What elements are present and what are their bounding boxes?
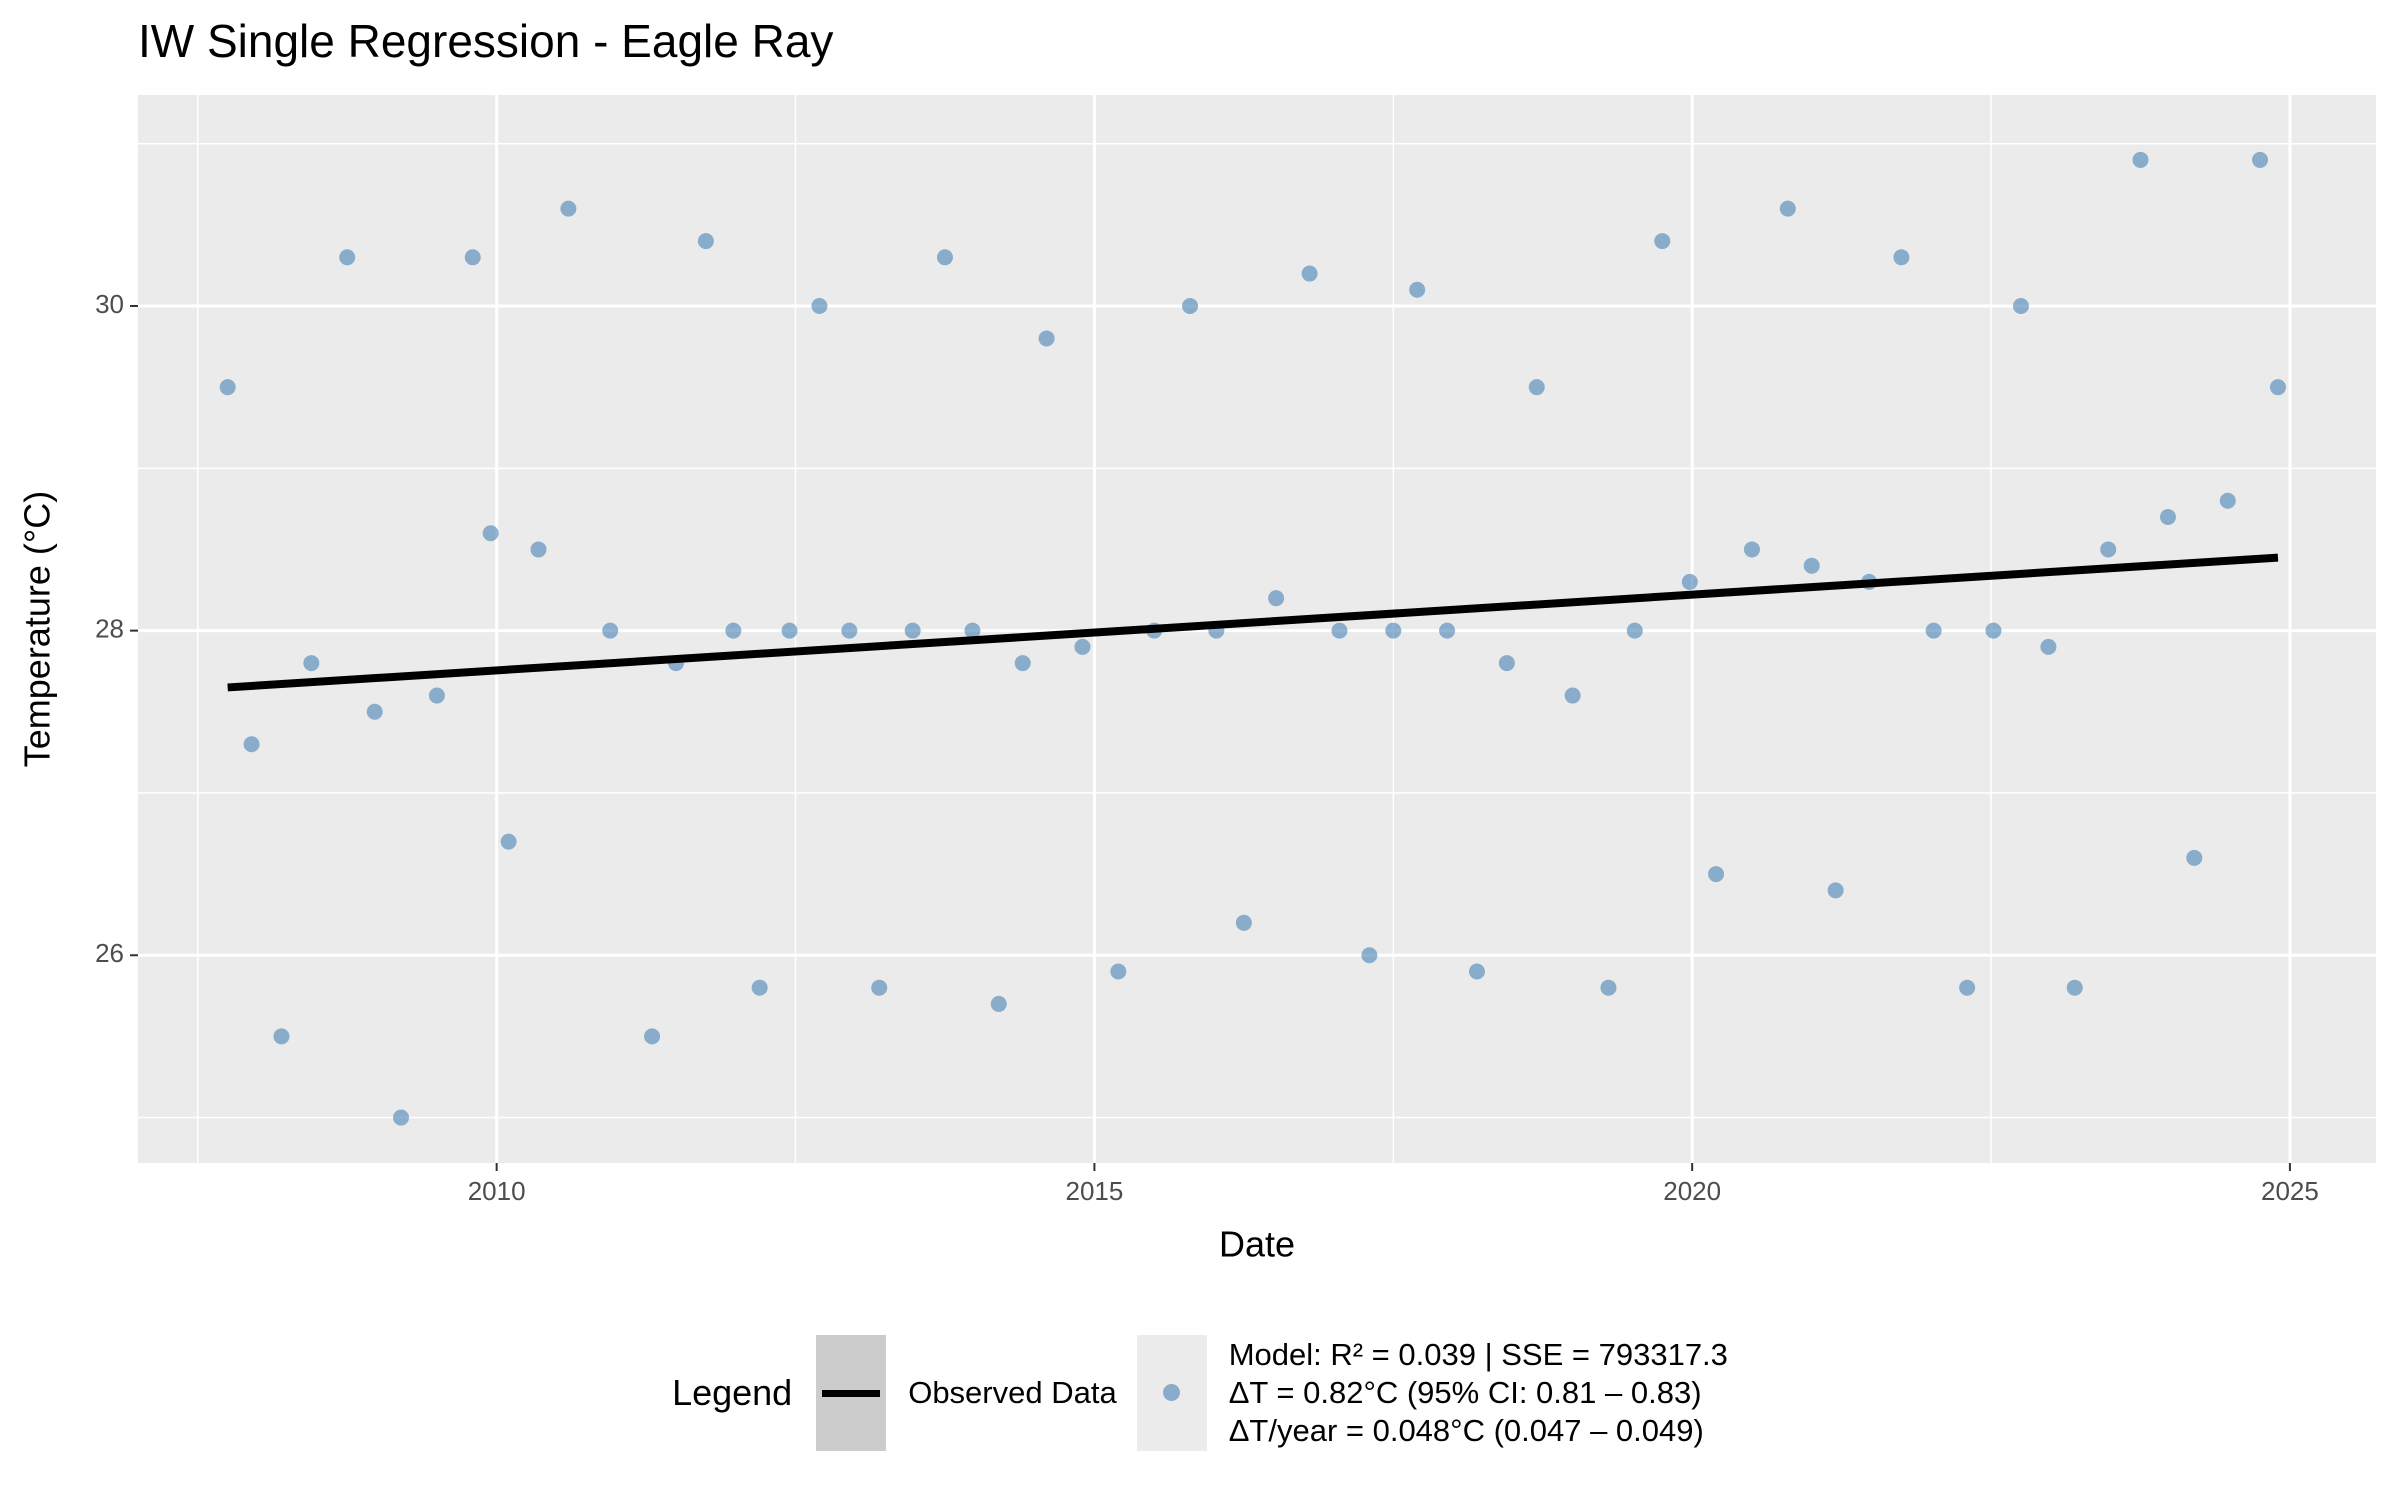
point [1985,622,2002,639]
point [990,995,1007,1012]
point [1708,866,1725,883]
point [1038,330,1055,347]
point [1564,687,1581,704]
point [1301,265,1318,282]
point [1182,298,1199,315]
point [1331,622,1348,639]
point [2066,979,2083,996]
point [964,622,981,639]
point-series [219,151,2286,1126]
point [1235,914,1252,931]
point [2100,541,2117,558]
point [530,541,547,558]
point [1803,557,1820,574]
x-tick-label: 2010 [468,1176,526,1206]
point [1361,947,1378,964]
legend-title: Legend [672,1372,793,1413]
point [500,833,517,850]
point [781,622,798,639]
point [1439,622,1456,639]
point [243,736,260,753]
point [751,979,768,996]
point [871,979,888,996]
point [2269,379,2286,396]
point [697,233,714,250]
point [560,200,577,217]
point [2159,509,2176,526]
point [303,655,320,672]
point [2186,849,2203,866]
point [2132,151,2149,168]
chart-title: IW Single Regression - Eagle Ray [138,15,833,67]
x-tick-label: 2015 [1065,1176,1123,1206]
point [1074,638,1091,655]
plot-panel [138,95,2376,1163]
point [428,687,445,704]
point [339,249,356,266]
y-axis-title: Temperature (°C) [17,491,58,767]
y-tick-label: 26 [95,938,124,968]
point [841,622,858,639]
point [393,1109,410,1126]
point [1110,963,1127,980]
point [482,525,499,542]
point [2012,298,2029,315]
point [1893,249,1910,266]
point [1498,655,1515,672]
point [2040,638,2057,655]
x-tick-label: 2025 [2261,1176,2319,1206]
legend-key [1136,1335,1207,1451]
point [2219,492,2236,509]
point [1626,622,1643,639]
point [1600,979,1617,996]
y-tick-label: 28 [95,613,124,643]
point [1925,622,1942,639]
legend-swatch [822,1390,881,1397]
point [811,298,828,315]
legend-label: Observed Data [908,1375,1117,1410]
point [1528,379,1545,396]
point [2252,151,2269,168]
point [219,379,236,396]
x-tick-label: 2020 [1663,1176,1721,1206]
point [1959,979,1976,996]
point [1268,590,1285,607]
point [464,249,481,266]
point [1654,233,1671,250]
point [936,249,953,266]
point [1681,573,1698,590]
point [1468,963,1485,980]
point [273,1028,290,1045]
legend-swatch [1162,1384,1180,1401]
point [1409,281,1426,298]
point [725,622,742,639]
point [1014,655,1031,672]
legend-label: Model: R² = 0.039 | SSE = 793317.3 ΔT = … [1228,1337,1728,1448]
y-tick-label: 30 [95,289,124,319]
point [602,622,619,639]
point [1827,882,1844,899]
point [1743,541,1760,558]
chart: IW Single Regression - Eagle Ray Date Te… [17,15,2376,1265]
legend: Legend Observed Data Model: R² = 0.039 |… [0,1335,2400,1451]
x-axis-title: Date [1219,1224,1295,1265]
point [644,1028,661,1045]
legend-key [816,1335,887,1451]
point [904,622,921,639]
point [366,703,383,720]
regression-line [227,553,2279,692]
point [1385,622,1402,639]
point [1779,200,1796,217]
